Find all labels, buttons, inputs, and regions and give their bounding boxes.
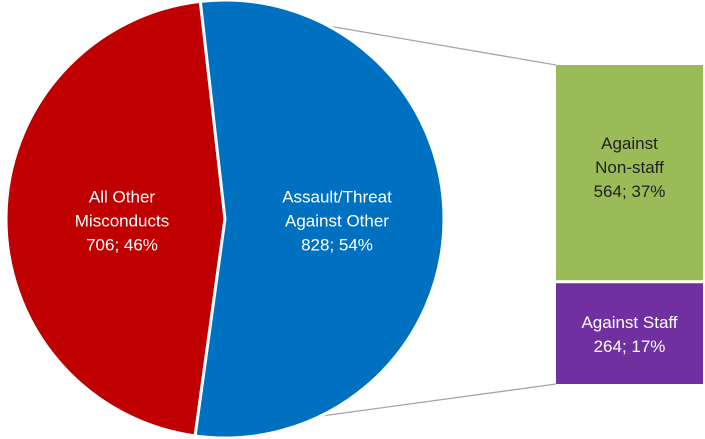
breakdown-labels: Against Non-staff 564; 37% Against Staff 264… [581,134,677,356]
bar-label-against-non-staff-line-1: Against [601,134,658,153]
pie [4,0,446,439]
bar-label-against-staff-line-2: 264; 17% [594,337,666,356]
pie-label-assault-threat-against-other-line-1: Assault/Threat [282,187,392,206]
bar-label-against-staff-line-1: Against Staff [581,313,677,332]
pie-label-assault-threat-against-other-line-2: Against Other [285,211,389,230]
bar-label-against-non-staff-line-3: 564; 37% [594,182,666,201]
bar-segment-against-staff [556,283,703,384]
pie-labels: All Other Misconducts 706; 46% Assault/Thre… [75,187,392,254]
bar-segment-against-non-staff [556,65,703,281]
pie-slice-all-other-misconducts [4,0,227,438]
pie-label-assault-threat-against-other-line-3: 828; 54% [301,235,373,254]
pie-label-all-other-misconducts-line-1: All Other [89,187,155,206]
pie-label-all-other-misconducts-line-3: 706; 46% [86,235,158,254]
pie-slice-assault-threat-against-other [193,0,446,439]
pie-label-all-other-misconducts-line-2: Misconducts [75,211,169,230]
breakdown-bar [556,65,703,384]
bar-label-against-non-staff-line-2: Non-staff [595,158,664,177]
